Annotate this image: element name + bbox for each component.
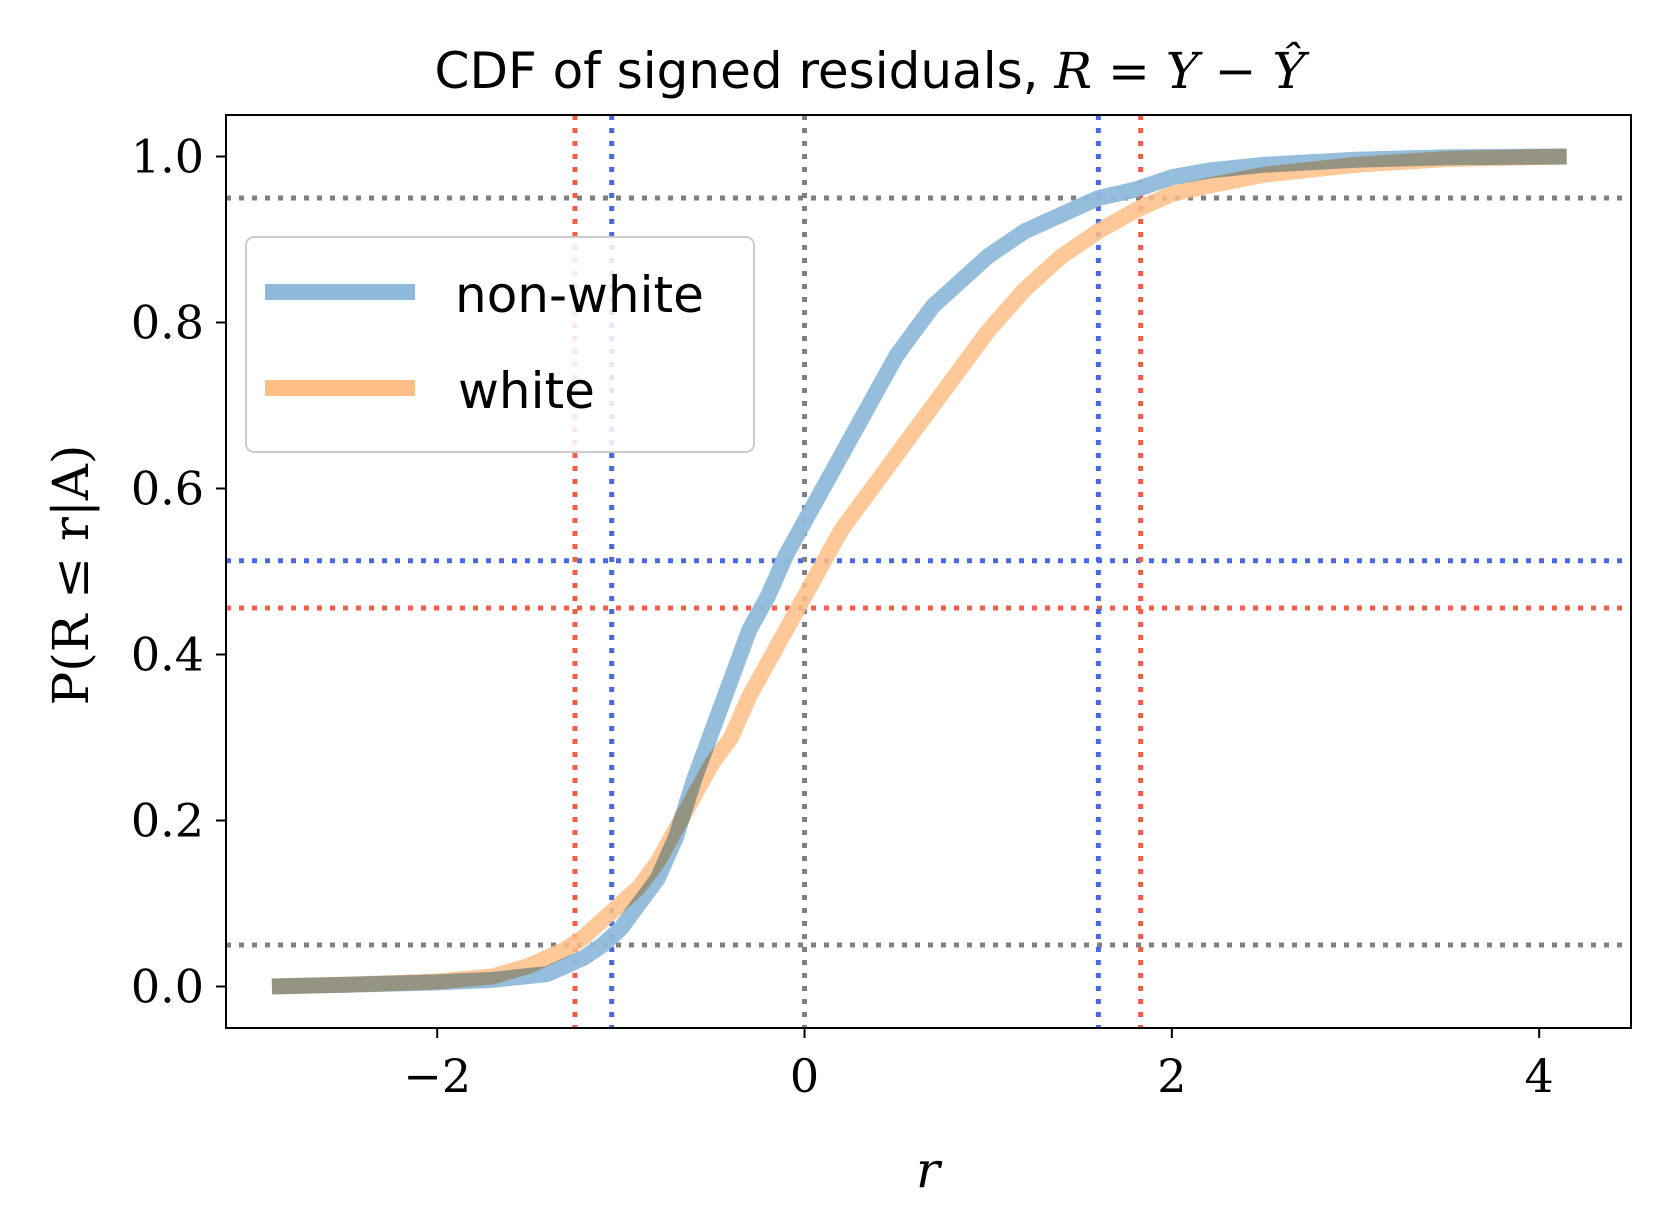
x-axis: −2 0 2 4 [403,1028,1554,1103]
x-tick-label: 4 [1525,1049,1554,1103]
chart-title: CDF of signed residuals, R = Y − Ŷ [435,41,1310,100]
legend-label-white: white [458,362,595,420]
y-tick-label: 0.8 [131,296,204,350]
series-lines [271,148,1567,995]
y-tick-label: 0.2 [131,794,204,848]
y-tick-label: 1.0 [131,130,204,184]
series-line-non-white [271,148,1567,995]
reference-lines [226,115,1631,1028]
y-tick-label: 0.6 [131,462,204,516]
y-tick-label: 0.4 [131,628,204,682]
legend: non-white white [245,236,755,453]
y-tick-label: 0.0 [131,960,204,1014]
chart-title-math: R = Y − Ŷ [1053,41,1309,100]
x-tick-label: 2 [1157,1049,1186,1103]
x-tick-label: −2 [403,1049,471,1103]
chart-title-prefix: CDF of signed residuals, [435,42,1055,100]
series-line-white [271,148,1567,995]
plot-frame [225,114,1632,1029]
legend-label-non-white: non-white [455,266,704,324]
x-tick-label: 0 [790,1049,819,1103]
y-axis: 0.0 0.2 0.4 0.6 0.8 1.0 [131,130,226,1014]
y-axis-label: P(R ≤ r|A) [42,445,100,706]
x-axis-label: r [916,1141,943,1199]
